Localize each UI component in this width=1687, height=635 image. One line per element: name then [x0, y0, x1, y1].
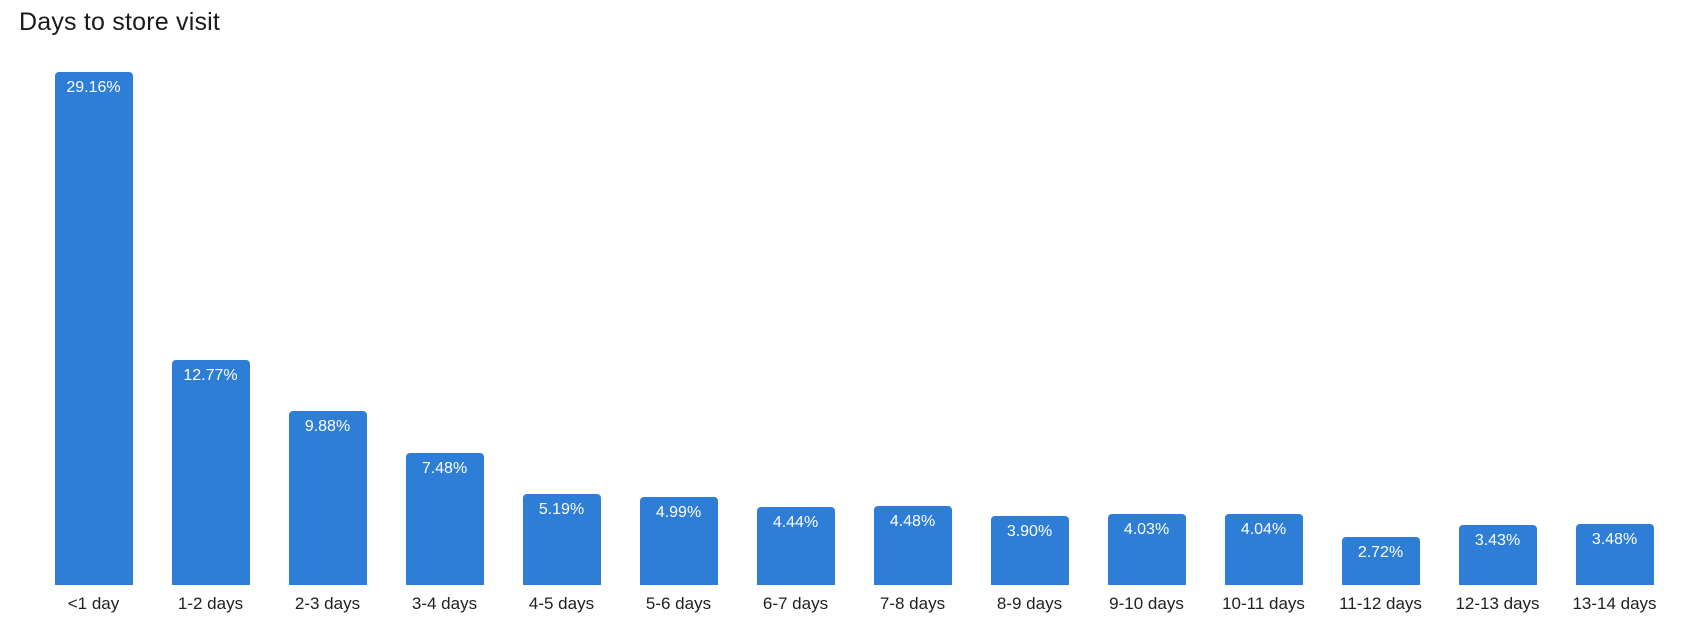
bar-column: 29.16% <1 day [35, 72, 152, 615]
bar-column: 3.43% 12-13 days [1439, 525, 1556, 615]
bar[interactable]: 4.03% [1107, 514, 1186, 585]
x-axis-label: 7-8 days [879, 594, 946, 613]
bar-value-label: 4.04% [1240, 521, 1287, 538]
x-axis-label: 9-10 days [1109, 594, 1184, 613]
bar[interactable]: 4.44% [756, 507, 835, 585]
bar[interactable]: 29.16% [54, 72, 133, 585]
bar[interactable]: 2.72% [1341, 537, 1420, 585]
x-axis-label: 4-5 days [528, 594, 595, 613]
bar-column: 9.88% 2-3 days [269, 411, 386, 615]
bar-value-label: 5.19% [538, 501, 585, 518]
x-axis-label: 3-4 days [411, 594, 478, 613]
bar-column: 3.48% 13-14 days [1556, 524, 1673, 615]
bar-value-label: 3.48% [1591, 531, 1638, 548]
bar[interactable]: 9.88% [288, 411, 367, 585]
bar-value-label: 4.03% [1123, 521, 1170, 538]
x-axis-label: 5-6 days [645, 594, 712, 613]
x-axis-label: 8-9 days [996, 594, 1063, 613]
x-axis-label: 2-3 days [294, 594, 361, 613]
chart-title: Days to store visit [19, 8, 221, 36]
bar[interactable]: 12.77% [171, 360, 250, 585]
bar-column: 7.48% 3-4 days [386, 453, 503, 615]
bar-column: 12.77% 1-2 days [152, 360, 269, 615]
bar[interactable]: 7.48% [405, 453, 484, 585]
bar-column: 5.19% 4-5 days [503, 494, 620, 615]
bar-value-label: 12.77% [183, 367, 238, 384]
bar-value-label: 4.99% [655, 504, 702, 521]
bar-value-label: 4.44% [772, 514, 819, 531]
bar-column: 3.90% 8-9 days [971, 516, 1088, 615]
bar-value-label: 29.16% [66, 79, 121, 96]
bar-value-label: 9.88% [304, 418, 351, 435]
bar-column: 4.03% 9-10 days [1088, 514, 1205, 615]
x-axis-label: 1-2 days [177, 594, 244, 613]
bar-value-label: 4.48% [889, 513, 936, 530]
x-axis-label: 11-12 days [1339, 594, 1422, 613]
bar[interactable]: 3.90% [990, 516, 1069, 585]
bar-value-label: 3.90% [1006, 523, 1053, 540]
bar-column: 4.99% 5-6 days [620, 497, 737, 615]
bar[interactable]: 4.99% [639, 497, 718, 585]
x-axis-label: 10-11 days [1222, 594, 1305, 613]
x-axis-label: 12-13 days [1455, 594, 1540, 613]
x-axis-label: 6-7 days [762, 594, 829, 613]
x-axis-label: <1 day [67, 594, 120, 613]
bar[interactable]: 4.48% [873, 506, 952, 585]
bar[interactable]: 4.04% [1224, 514, 1303, 585]
bar[interactable]: 3.43% [1458, 525, 1537, 585]
bar[interactable]: 5.19% [522, 494, 601, 585]
plot-area: 29.16% <1 day 12.77% 1-2 days 9.88% 2-3 days 7… [35, 0, 1673, 615]
bar-column: 4.44% 6-7 days [737, 507, 854, 615]
bar-column: 2.72% 11-12 days [1322, 537, 1439, 615]
bar-value-label: 2.72% [1357, 544, 1404, 561]
bar[interactable]: 3.48% [1575, 524, 1654, 585]
x-axis-label: 13-14 days [1572, 594, 1657, 613]
bar-column: 4.04% 10-11 days [1205, 514, 1322, 615]
bar-value-label: 3.43% [1474, 532, 1521, 549]
bar-value-label: 7.48% [421, 460, 468, 477]
bar-column: 4.48% 7-8 days [854, 506, 971, 615]
